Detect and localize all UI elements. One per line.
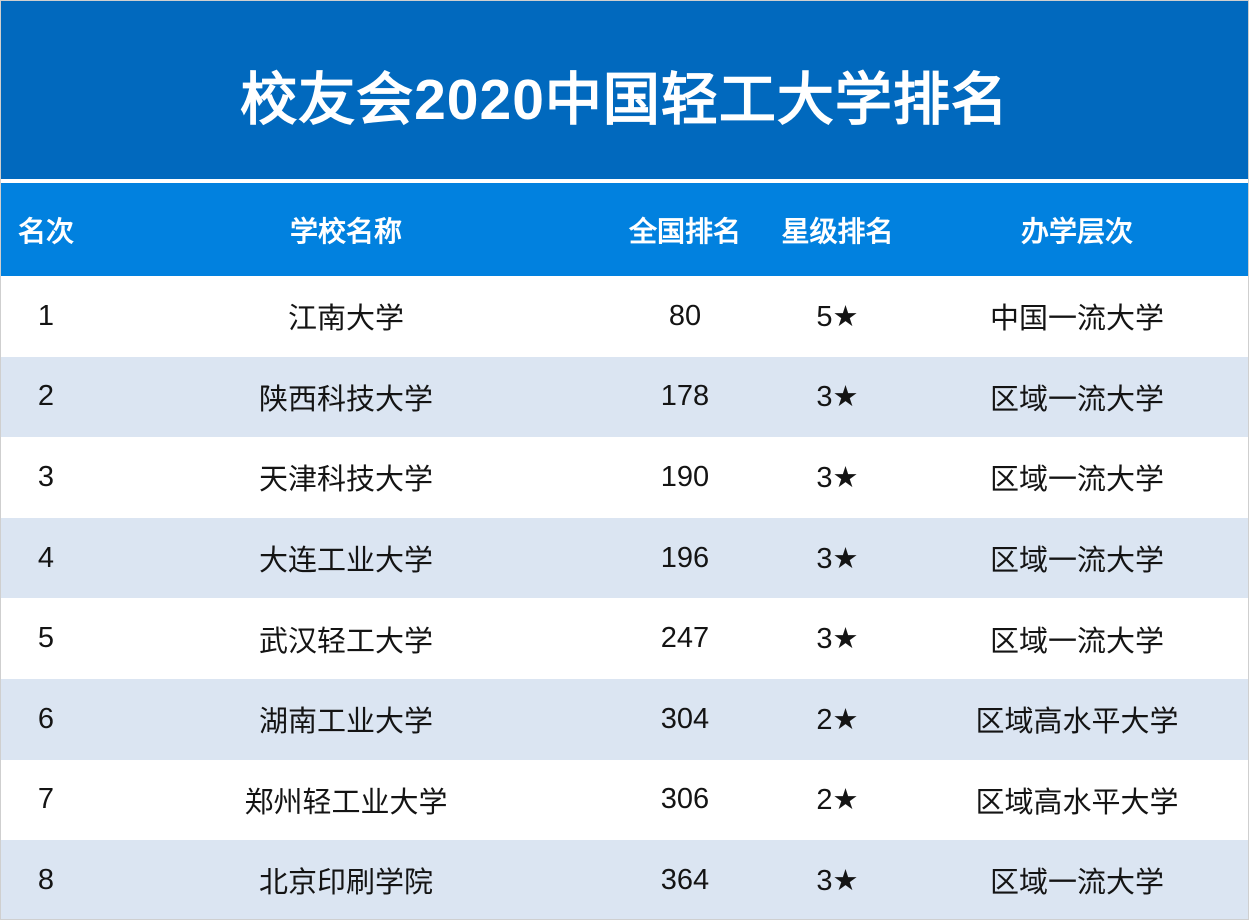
cell-tier: 区域一流大学 [989, 545, 1164, 578]
ranking-table: 名次 学校名称 全国排名 星级排名 办学层次 1 江南大学 80 5★ 中国一流… [1, 183, 1248, 919]
cell-star-rating: 2★ [816, 784, 859, 817]
cell-tier: 区域高水平大学 [975, 786, 1179, 819]
cell-tier: 区域一流大学 [989, 867, 1164, 900]
table-row: 6 湖南工业大学 304 2★ 区域高水平大学 [1, 678, 1248, 760]
cell-school: 北京印刷学院 [258, 867, 433, 900]
banner-divider [1, 179, 1248, 183]
cell-rank: 8 [37, 863, 55, 896]
cell-rank: 2 [37, 380, 55, 413]
column-header-tier: 办学层次 [1020, 215, 1133, 247]
cell-rank: 3 [37, 460, 55, 493]
table-row: 2 陕西科技大学 178 3★ 区域一流大学 [1, 356, 1248, 438]
cell-national-rank: 80 [668, 299, 702, 332]
column-header-national-rank: 全国排名 [628, 215, 741, 247]
cell-tier: 中国一流大学 [989, 303, 1164, 336]
cell-national-rank: 247 [660, 622, 710, 655]
cell-school: 湖南工业大学 [258, 706, 433, 739]
cell-star-rating: 3★ [816, 623, 859, 656]
cell-tier: 区域一流大学 [989, 625, 1164, 658]
page-title: 校友会2020中国轻工大学排名 [240, 68, 1009, 132]
cell-school: 郑州轻工业大学 [244, 786, 448, 819]
table-row: 8 北京印刷学院 364 3★ 区域一流大学 [1, 840, 1248, 919]
table-row: 1 江南大学 80 5★ 中国一流大学 [1, 276, 1248, 357]
cell-star-rating: 3★ [816, 542, 859, 575]
cell-star-rating: 2★ [816, 703, 859, 736]
cell-tier: 区域一流大学 [989, 464, 1164, 497]
cell-school: 大连工业大学 [258, 545, 433, 578]
table-header-row: 名次 学校名称 全国排名 星级排名 办学层次 [1, 183, 1248, 276]
cell-tier: 区域高水平大学 [975, 706, 1179, 739]
cell-national-rank: 364 [660, 863, 710, 896]
cell-star-rating: 3★ [816, 461, 859, 494]
table-row: 7 郑州轻工业大学 306 2★ 区域高水平大学 [1, 759, 1248, 841]
cell-school: 江南大学 [287, 303, 404, 336]
column-header-rank: 名次 [17, 215, 74, 247]
cell-rank: 5 [37, 622, 55, 655]
column-header-star-rating: 星级排名 [781, 215, 894, 247]
title-banner: 校友会2020中国轻工大学排名 [1, 1, 1248, 179]
table-row: 4 大连工业大学 196 3★ 区域一流大学 [1, 517, 1248, 599]
cell-school: 陕西科技大学 [258, 383, 433, 416]
cell-national-rank: 304 [660, 702, 710, 735]
cell-star-rating: 5★ [816, 300, 859, 333]
cell-rank: 4 [37, 541, 55, 574]
table-row: 3 天津科技大学 190 3★ 区域一流大学 [1, 437, 1248, 518]
cell-national-rank: 306 [660, 783, 710, 816]
cell-tier: 区域一流大学 [989, 383, 1164, 416]
cell-rank: 6 [37, 702, 55, 735]
table-row: 5 武汉轻工大学 247 3★ 区域一流大学 [1, 598, 1248, 679]
cell-star-rating: 3★ [816, 381, 859, 414]
cell-national-rank: 178 [660, 380, 710, 413]
cell-school: 天津科技大学 [258, 464, 433, 497]
cell-star-rating: 3★ [816, 864, 859, 897]
column-header-school: 学校名称 [289, 215, 402, 247]
cell-school: 武汉轻工大学 [258, 625, 433, 658]
cell-national-rank: 196 [660, 541, 710, 574]
cell-rank: 1 [37, 299, 55, 332]
cell-rank: 7 [37, 783, 55, 816]
cell-national-rank: 190 [660, 460, 710, 493]
